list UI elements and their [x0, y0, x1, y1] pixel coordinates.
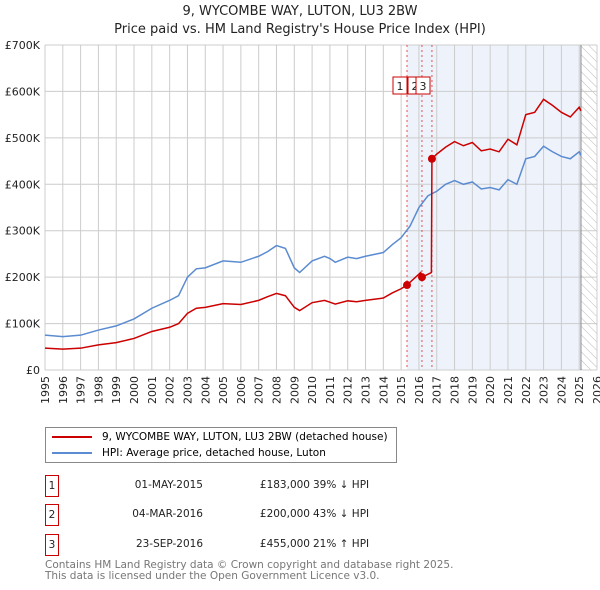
sale-label-1: 1: [397, 80, 404, 93]
sale-label-box-3: [415, 76, 431, 95]
sale-date: 04-MAR-2016: [132, 508, 203, 520]
sale-period-shade: [407, 45, 581, 370]
y-tick-label: £0: [26, 364, 40, 377]
y-tick-label: £700K: [5, 39, 41, 52]
sale-label-3: 3: [420, 80, 427, 93]
sale-marker-3: 3: [45, 534, 59, 556]
sale-date: 01-MAY-2015: [134, 479, 203, 491]
x-tick-label: 2000: [128, 376, 141, 404]
x-tick-label: 2018: [449, 376, 462, 404]
sale-hpi-diff: 39% ↓ HPI: [313, 479, 370, 491]
y-tick-label: £500K: [5, 132, 41, 145]
sale-row-2: 2 04-MAR-2016 £200,000 43% ↓ HPI: [45, 504, 445, 526]
x-tick-label: 2007: [253, 376, 266, 404]
chart-subtitle: Price paid vs. HM Land Registry's House …: [114, 22, 486, 37]
legend-label-hpi: HPI: Average price, detached house, Luto…: [102, 447, 326, 459]
legend-label-property: 9, WYCOMBE WAY, LUTON, LU3 2BW (detached…: [102, 431, 388, 443]
x-tick-label: 1996: [57, 376, 70, 404]
y-tick-label: £100K: [5, 318, 41, 331]
x-tick-label: 2012: [342, 376, 355, 404]
chart-title: 9, WYCOMBE WAY, LUTON, LU3 2BW: [182, 4, 418, 19]
x-tick-label: 2004: [199, 376, 212, 404]
x-tick-label: 2006: [235, 376, 248, 404]
sale-point-2: [417, 273, 426, 282]
legend-swatch-hpi: [52, 452, 92, 454]
x-tick-label: 2014: [377, 376, 390, 404]
sale-price: £200,000: [259, 508, 310, 520]
footer-line-1: Contains HM Land Registry data © Crown c…: [45, 559, 454, 571]
footer: Contains HM Land Registry data © Crown c…: [45, 560, 453, 582]
x-tick-label: 2025: [573, 376, 586, 404]
x-tick-label: 2020: [484, 376, 497, 404]
sale-price: £183,000: [259, 479, 310, 491]
x-tick-label: 1997: [75, 376, 88, 404]
x-tick-label: 2015: [395, 376, 408, 404]
x-tick-label: 2023: [538, 376, 551, 404]
x-tick-label: 2009: [288, 376, 301, 404]
x-tick-label: 2011: [324, 376, 337, 404]
y-tick-label: £600K: [5, 85, 41, 98]
sale-hpi-diff: 43% ↓ HPI: [313, 508, 370, 520]
x-tick-label: 2001: [146, 376, 159, 404]
y-tick-label: £400K: [5, 178, 41, 191]
y-tick-label: £300K: [5, 225, 41, 238]
x-tick-label: 2003: [181, 376, 194, 404]
sale-row-3: 3 23-SEP-2016 £455,000 21% ↑ HPI: [45, 534, 445, 556]
plot-area: 1995 1996 1997 1998 1999 2000 2001 2002 2003 2004…: [5, 39, 600, 404]
series-line-hpi: [44, 145, 582, 338]
x-tick-label: 2024: [555, 376, 568, 404]
sale-price: £455,000: [259, 538, 310, 550]
sale-marker-1: 1: [45, 475, 59, 497]
x-tick-label: 2013: [360, 376, 373, 404]
sale-row-1: 1 01-MAY-2015 £183,000 39% ↓ HPI: [45, 475, 445, 497]
x-tick-label: 2017: [431, 376, 444, 404]
sale-label-2: 2: [412, 80, 419, 93]
x-tick-label: 2008: [270, 376, 283, 404]
x-tick-label: 2021: [502, 376, 515, 404]
x-tick-label: 2005: [217, 376, 230, 404]
legend-swatch-property: [52, 436, 92, 438]
legend: 9, WYCOMBE WAY, LUTON, LU3 2BW (detached…: [45, 427, 397, 463]
x-tick-label: 2022: [520, 376, 533, 404]
series-line-property: [44, 98, 582, 350]
x-tick-label: 2026: [591, 376, 600, 404]
sale-marker-2: 2: [45, 504, 59, 526]
sale-point-3: [427, 154, 436, 163]
x-tick-label: 1998: [92, 376, 105, 404]
x-tick-label: 2016: [413, 376, 426, 404]
y-tick-label: £200K: [5, 271, 41, 284]
x-tick-label: 2002: [164, 376, 177, 404]
x-tick-label: 1999: [110, 376, 123, 404]
sale-hpi-diff: 21% ↑ HPI: [313, 538, 370, 550]
sale-label-box-1: [392, 76, 408, 95]
x-tick-label: 2019: [466, 376, 479, 404]
x-tick-label: 1995: [39, 376, 52, 404]
x-tick-label: 2010: [306, 376, 319, 404]
sale-date: 23-SEP-2016: [135, 538, 203, 550]
forecast-hatch: [580, 45, 597, 370]
sale-point-1: [403, 281, 412, 290]
footer-line-2: This data is licensed under the Open Gov…: [45, 570, 380, 582]
